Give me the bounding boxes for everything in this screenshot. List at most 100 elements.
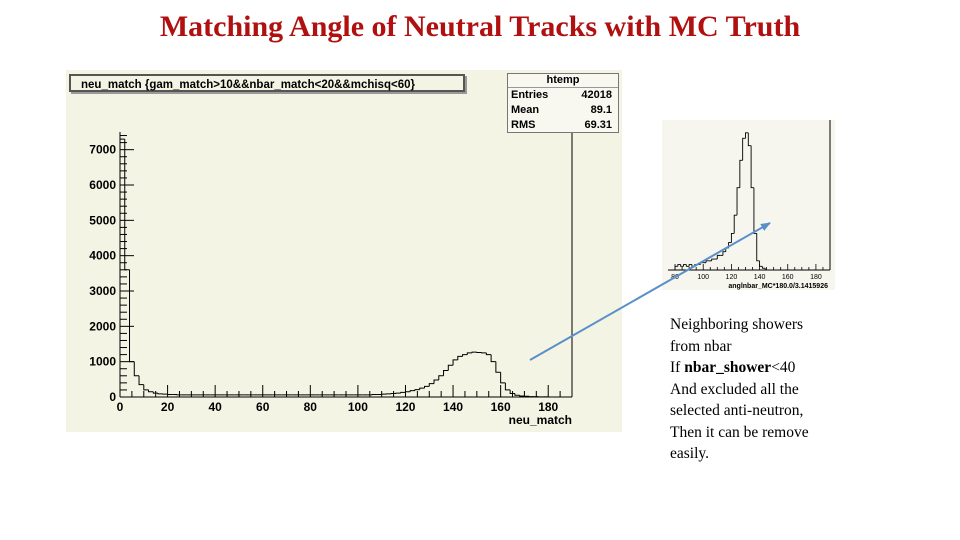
inset-x-axis-label: anglnbar_MC*180.0/3.1415926 <box>728 283 828 290</box>
x-tick-label: 100 <box>348 400 368 414</box>
inset-histogram-bin <box>761 266 766 269</box>
histogram-bin <box>428 383 435 387</box>
histogram-bin <box>409 390 415 392</box>
stat-label: Mean <box>511 104 540 116</box>
histogram-bin <box>495 361 501 373</box>
histogram-bin <box>504 382 511 391</box>
stat-value: 89.1 <box>590 104 612 116</box>
histogram-bin <box>119 138 125 397</box>
histogram-bin <box>471 351 477 353</box>
inset-histogram-bin <box>742 137 746 161</box>
inset-histogram-bars <box>674 132 774 271</box>
inset-histogram-chart: 80100120140160180anglnbar_MC*180.0/3.141… <box>668 120 831 290</box>
stat-label: RMS <box>511 119 536 131</box>
stats-box: htemp Entries 42018 Mean 89.1 RMS 69.31 <box>507 73 619 133</box>
x-tick-label: 180 <box>538 400 558 414</box>
inset-histogram-bin <box>764 268 769 271</box>
histogram-bin <box>519 395 525 397</box>
stats-name: htemp <box>508 74 618 88</box>
inset-histogram-bin <box>685 264 690 267</box>
histogram-bin <box>509 389 515 394</box>
inset-histogram-bin <box>756 233 760 262</box>
main-histogram-bars <box>119 138 549 398</box>
histogram-bin <box>414 389 420 391</box>
inset-histogram-bin <box>759 260 763 267</box>
x-tick-label: 0 <box>117 400 124 414</box>
y-tick-label: 2000 <box>89 319 116 333</box>
inset-histogram-bin <box>674 265 678 270</box>
y-tick-label: 4000 <box>89 249 116 263</box>
inset-x-tick-label: 100 <box>697 274 709 281</box>
y-tick-label: 1000 <box>89 355 116 369</box>
stat-row-rms: RMS 69.31 <box>508 118 618 133</box>
histogram-bin <box>424 385 430 389</box>
inset-histogram-bin <box>711 258 715 261</box>
note-line-7: easily. <box>670 445 710 462</box>
histogram-bin <box>433 379 439 384</box>
stat-row-mean: Mean 89.1 <box>508 103 618 118</box>
note-suffix: <40 <box>771 359 796 376</box>
x-tick-label: 40 <box>208 400 222 414</box>
histogram-bin <box>466 352 473 355</box>
x-tick-label: 20 <box>161 400 175 414</box>
histogram-bin <box>485 352 492 356</box>
inset-histogram-panel: 80100120140160180anglnbar_MC*180.0/3.141… <box>662 120 835 290</box>
note-bold-variable: nbar_shower <box>684 359 772 376</box>
histogram-bin <box>452 359 458 366</box>
note-line-1: Neighboring showers <box>670 316 804 333</box>
inset-histogram-bin <box>750 145 754 189</box>
x-tick-label: 120 <box>395 400 415 414</box>
inset-histogram-bin <box>716 254 721 260</box>
inset-histogram-bin <box>753 187 757 234</box>
stat-label: Entries <box>511 89 549 101</box>
x-axis-label: neu_match <box>509 413 572 427</box>
y-tick-label: 5000 <box>89 213 116 227</box>
histogram-bin <box>404 391 411 393</box>
main-histogram-panel: 0 1000 2000 3000 4000 5000 6000 7000 0 20 40 60 80 10… <box>66 70 622 432</box>
note-prefix: If <box>670 359 685 376</box>
inset-histogram-bin <box>677 264 681 267</box>
note-line-5: selected anti-neutron, <box>670 402 804 419</box>
x-tick-label: 60 <box>256 400 270 414</box>
annotation-text: Neighboring showers from nbar If nbar_sh… <box>670 314 870 465</box>
histogram-bin <box>490 354 496 363</box>
stat-row-entries: Entries 42018 <box>508 88 618 103</box>
histogram-bin <box>143 384 149 391</box>
y-tick-label: 6000 <box>89 178 116 192</box>
stat-value: 42018 <box>581 89 612 101</box>
inset-histogram-bin <box>688 264 692 267</box>
x-tick-label: 140 <box>443 400 463 414</box>
inset-histogram-bin <box>680 264 684 267</box>
histogram-bin <box>457 355 463 360</box>
histogram-bin <box>157 393 163 395</box>
histogram-bin <box>148 389 154 393</box>
inset-histogram-bin <box>733 214 738 234</box>
arrow-line <box>529 222 771 361</box>
inset-histogram-bin <box>736 187 740 216</box>
histogram-bin <box>419 387 425 390</box>
inset-histogram-bin <box>705 260 709 263</box>
x-tick-label: 160 <box>491 400 511 414</box>
inset-x-tick-label: 180 <box>810 274 822 281</box>
histogram-bin <box>443 370 449 376</box>
y-tick-label: 7000 <box>89 143 116 157</box>
histogram-bin <box>447 364 454 371</box>
note-line-4: And excluded all the <box>670 380 799 398</box>
histogram-bin <box>462 354 468 357</box>
histogram-bin <box>500 372 506 384</box>
inset-histogram-bin <box>745 132 749 139</box>
y-tick-label: 3000 <box>89 284 116 298</box>
inset-x-tick-label: 120 <box>726 274 738 281</box>
histogram-bin <box>138 375 144 386</box>
note-line-2: from nbar <box>670 337 732 355</box>
inset-histogram-bin <box>683 264 687 267</box>
stat-value: 69.31 <box>584 119 612 131</box>
inset-histogram-bin <box>747 132 752 147</box>
inset-histogram-bin <box>722 251 726 256</box>
histogram-bin <box>124 139 130 271</box>
note-line-3: If nbar_shower<40 <box>670 357 870 379</box>
histogram-bin <box>514 393 520 396</box>
inset-x-tick-label: 140 <box>754 274 766 281</box>
histogram-bin <box>400 391 406 394</box>
